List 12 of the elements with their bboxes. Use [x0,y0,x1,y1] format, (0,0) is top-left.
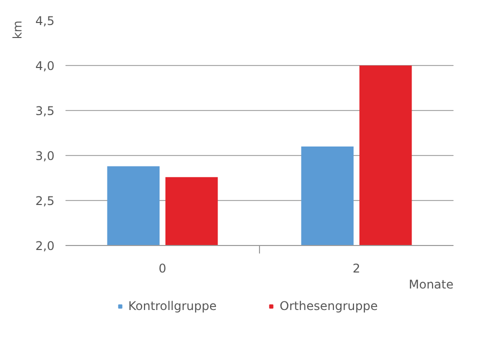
y-tick-label: 4,5 [35,14,55,28]
x-axis-title: Monate [408,278,454,292]
y-tick-label: 2,0 [35,239,55,253]
legend-label: Orthesengruppe [280,299,378,313]
y-tick-label: 3,0 [35,149,55,163]
y-tick-label: 3,5 [35,104,55,118]
y-tick-label: 4,0 [35,59,55,73]
y-tick-label: 2,5 [35,194,55,208]
x-tick-label: 0 [158,262,166,276]
legend-label: Kontrollgruppe [128,299,217,313]
x-tick-label: 2 [352,262,360,276]
y-axis-title: km [10,20,24,40]
